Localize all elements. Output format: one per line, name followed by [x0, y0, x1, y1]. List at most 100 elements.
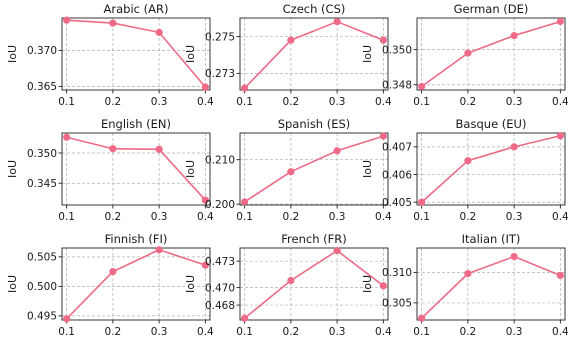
data-point [241, 314, 249, 322]
chart-title: Czech (CS) [283, 2, 346, 16]
y-tick-label: 0.473 [205, 256, 235, 268]
series-line [421, 255, 561, 319]
x-tick-label: 0.4 [552, 211, 569, 223]
x-tick-label: 0.4 [197, 96, 214, 108]
x-tick-label: 0.4 [375, 96, 392, 108]
x-tick-label: 0.1 [236, 211, 253, 223]
chart-panel: 0.1 0.2 0.3 0.4 0.305 0.310 Italian (IT) IoU [361, 232, 569, 338]
chart-title: French (FR) [281, 232, 346, 246]
y-tick-label: 0.505 [27, 252, 57, 264]
data-point [333, 147, 341, 155]
data-point [379, 282, 387, 290]
data-point [155, 28, 163, 36]
x-tick-label: 0.4 [197, 211, 214, 223]
x-tick-label: 0.1 [58, 96, 75, 108]
data-point [109, 268, 117, 276]
y-tick-label: 0.273 [205, 68, 235, 80]
plot-frame [61, 247, 211, 321]
chart-title: Spanish (ES) [278, 117, 351, 131]
series-line [421, 20, 561, 88]
data-point [333, 18, 341, 26]
x-tick-label: 0.3 [151, 211, 168, 223]
y-tick-label: 0.350 [27, 148, 57, 160]
y-tick-label: 0.406 [382, 169, 412, 181]
x-tick-label: 0.2 [283, 326, 300, 338]
chart-title: Finnish (FI) [105, 232, 168, 246]
chart-title: Arabic (AR) [104, 2, 169, 16]
data-point [418, 82, 426, 91]
data-point [418, 314, 426, 322]
chart-title: Basque (EU) [456, 117, 527, 131]
data-point [556, 132, 564, 140]
chart-panel: 0.1 0.2 0.3 0.4 0.345 0.350 English (EN) IoU [6, 117, 214, 223]
chart-panel: 0.1 0.2 0.3 0.4 0.348 0.350 German (DE) IoU [361, 2, 569, 108]
data-point [510, 252, 518, 261]
y-tick-label: 0.345 [27, 178, 57, 190]
data-point [109, 19, 117, 27]
x-tick-label: 0.3 [506, 326, 523, 338]
series-line [244, 135, 384, 203]
data-point [63, 315, 71, 323]
data-point [155, 246, 163, 254]
data-point [241, 84, 249, 92]
y-tick-label: 0.310 [382, 267, 412, 279]
data-point [464, 157, 472, 165]
x-tick-label: 0.4 [552, 96, 569, 108]
series-line [66, 19, 206, 88]
x-tick-label: 0.2 [105, 211, 122, 223]
x-tick-label: 0.1 [236, 326, 253, 338]
data-point [155, 145, 163, 153]
x-tick-label: 0.2 [460, 96, 477, 108]
data-point [63, 133, 71, 141]
plot-frame [416, 132, 566, 206]
x-tick-label: 0.3 [329, 211, 346, 223]
series-line [421, 134, 561, 203]
x-tick-label: 0.2 [105, 96, 122, 108]
data-point [109, 145, 117, 153]
plot-frame [416, 247, 566, 321]
x-tick-label: 0.4 [375, 211, 392, 223]
y-tick-label: 0.500 [27, 281, 57, 293]
x-tick-label: 0.1 [236, 96, 253, 108]
y-tick-label: 0.365 [27, 81, 57, 93]
data-point [287, 168, 295, 176]
y-tick-label: 0.407 [382, 142, 412, 154]
data-point [556, 17, 564, 26]
y-tick-label: 0.405 [382, 197, 412, 209]
chart-panel: 0.1 0.2 0.3 0.4 0.365 0.370 Arabic (AR) IoU [6, 2, 214, 108]
plot-frame [239, 17, 389, 91]
x-tick-label: 0.3 [329, 96, 346, 108]
data-point [464, 49, 472, 57]
x-tick-label: 0.1 [413, 211, 430, 223]
y-tick-label: 0.495 [27, 311, 57, 323]
y-axis-label: IoU [6, 160, 19, 178]
data-point [418, 198, 426, 206]
y-tick-label: 0.348 [382, 80, 412, 92]
chart-title: German (DE) [454, 2, 529, 16]
y-axis-label: IoU [184, 160, 197, 178]
x-tick-label: 0.4 [197, 326, 214, 338]
y-tick-label: 0.468 [205, 300, 235, 312]
data-point [287, 276, 295, 285]
data-point [201, 261, 209, 269]
x-tick-label: 0.1 [58, 326, 75, 338]
x-tick-label: 0.4 [375, 326, 392, 338]
y-axis-label: IoU [6, 45, 19, 63]
x-tick-label: 0.3 [151, 96, 168, 108]
x-tick-label: 0.3 [506, 211, 523, 223]
plot-frame [239, 247, 389, 321]
y-axis-label: IoU [361, 275, 374, 293]
x-tick-label: 0.1 [413, 326, 430, 338]
x-tick-label: 0.2 [460, 211, 477, 223]
chart-panel: 0.1 0.2 0.3 0.4 0.273 0.275 Czech (CS) IoU [184, 2, 392, 108]
series-line [244, 20, 384, 89]
data-point [379, 132, 387, 140]
chart-panel: 0.1 0.2 0.3 0.4 0.405 0.406 0.407 Basque (EU) Io… [361, 117, 569, 223]
series-line [66, 136, 206, 201]
x-tick-label: 0.1 [413, 96, 430, 108]
y-axis-label: IoU [361, 45, 374, 63]
series-line [244, 249, 384, 319]
y-tick-label: 0.470 [205, 282, 235, 294]
